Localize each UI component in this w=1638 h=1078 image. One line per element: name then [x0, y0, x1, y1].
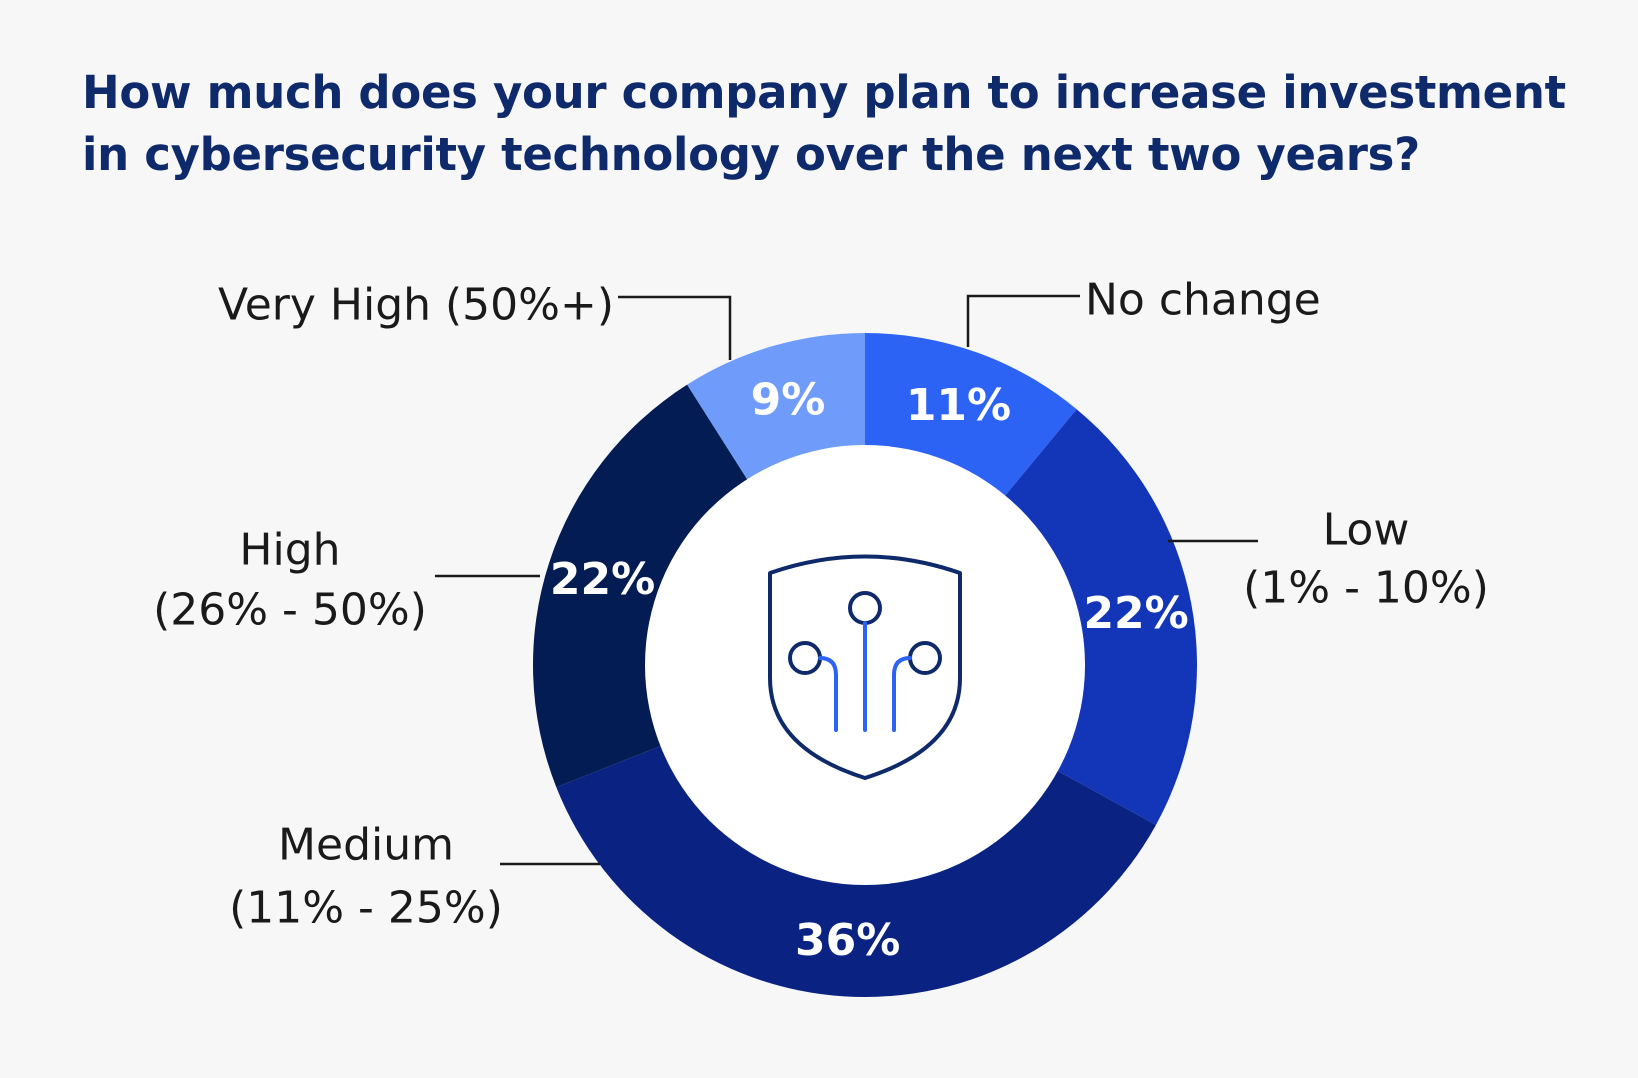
shield-circuit-icon: [768, 554, 962, 780]
category-label-2-line-1: (11% - 25%): [229, 883, 503, 934]
value-label-2: 36%: [795, 915, 900, 966]
value-label-1: 22%: [1083, 588, 1188, 639]
category-label-3-line-1: (26% - 50%): [153, 585, 427, 636]
leader-line-4: [618, 295, 732, 360]
category-label-4-line-0: Very High (50%+): [218, 280, 614, 331]
category-label-1-line-0: Low: [1323, 505, 1410, 556]
chart-title: How much does your company plan to incre…: [82, 62, 1582, 186]
circuit-trace-left: [818, 656, 838, 732]
category-label-0-line-0: No change: [1085, 275, 1321, 326]
leader-lines: [435, 294, 1258, 866]
value-labels: 11% 22% 36% 22% 9%: [550, 374, 1189, 965]
shield-outline: [768, 554, 962, 780]
value-label-0: 11%: [906, 380, 1011, 431]
category-labels: No change Low (1% - 10%) Medium (11% - 25%) H…: [153, 275, 1489, 934]
circuit-trace-right: [892, 656, 912, 732]
leader-line-0: [966, 294, 1080, 347]
category-label-1-line-1: (1% - 10%): [1243, 563, 1489, 614]
chart-title-line-2: in cybersecurity technology over the nex…: [82, 128, 1420, 181]
value-label-3: 22%: [550, 554, 655, 605]
chart-title-line-1: How much does your company plan to incre…: [82, 66, 1566, 119]
category-label-2-line-0: Medium: [278, 820, 454, 871]
category-label-3-line-0: High: [239, 525, 340, 576]
value-label-4: 9%: [751, 374, 826, 425]
